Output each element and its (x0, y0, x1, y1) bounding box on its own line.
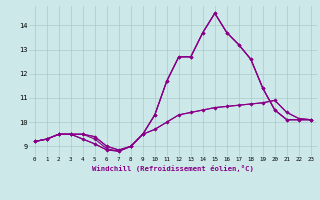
X-axis label: Windchill (Refroidissement éolien,°C): Windchill (Refroidissement éolien,°C) (92, 165, 254, 172)
